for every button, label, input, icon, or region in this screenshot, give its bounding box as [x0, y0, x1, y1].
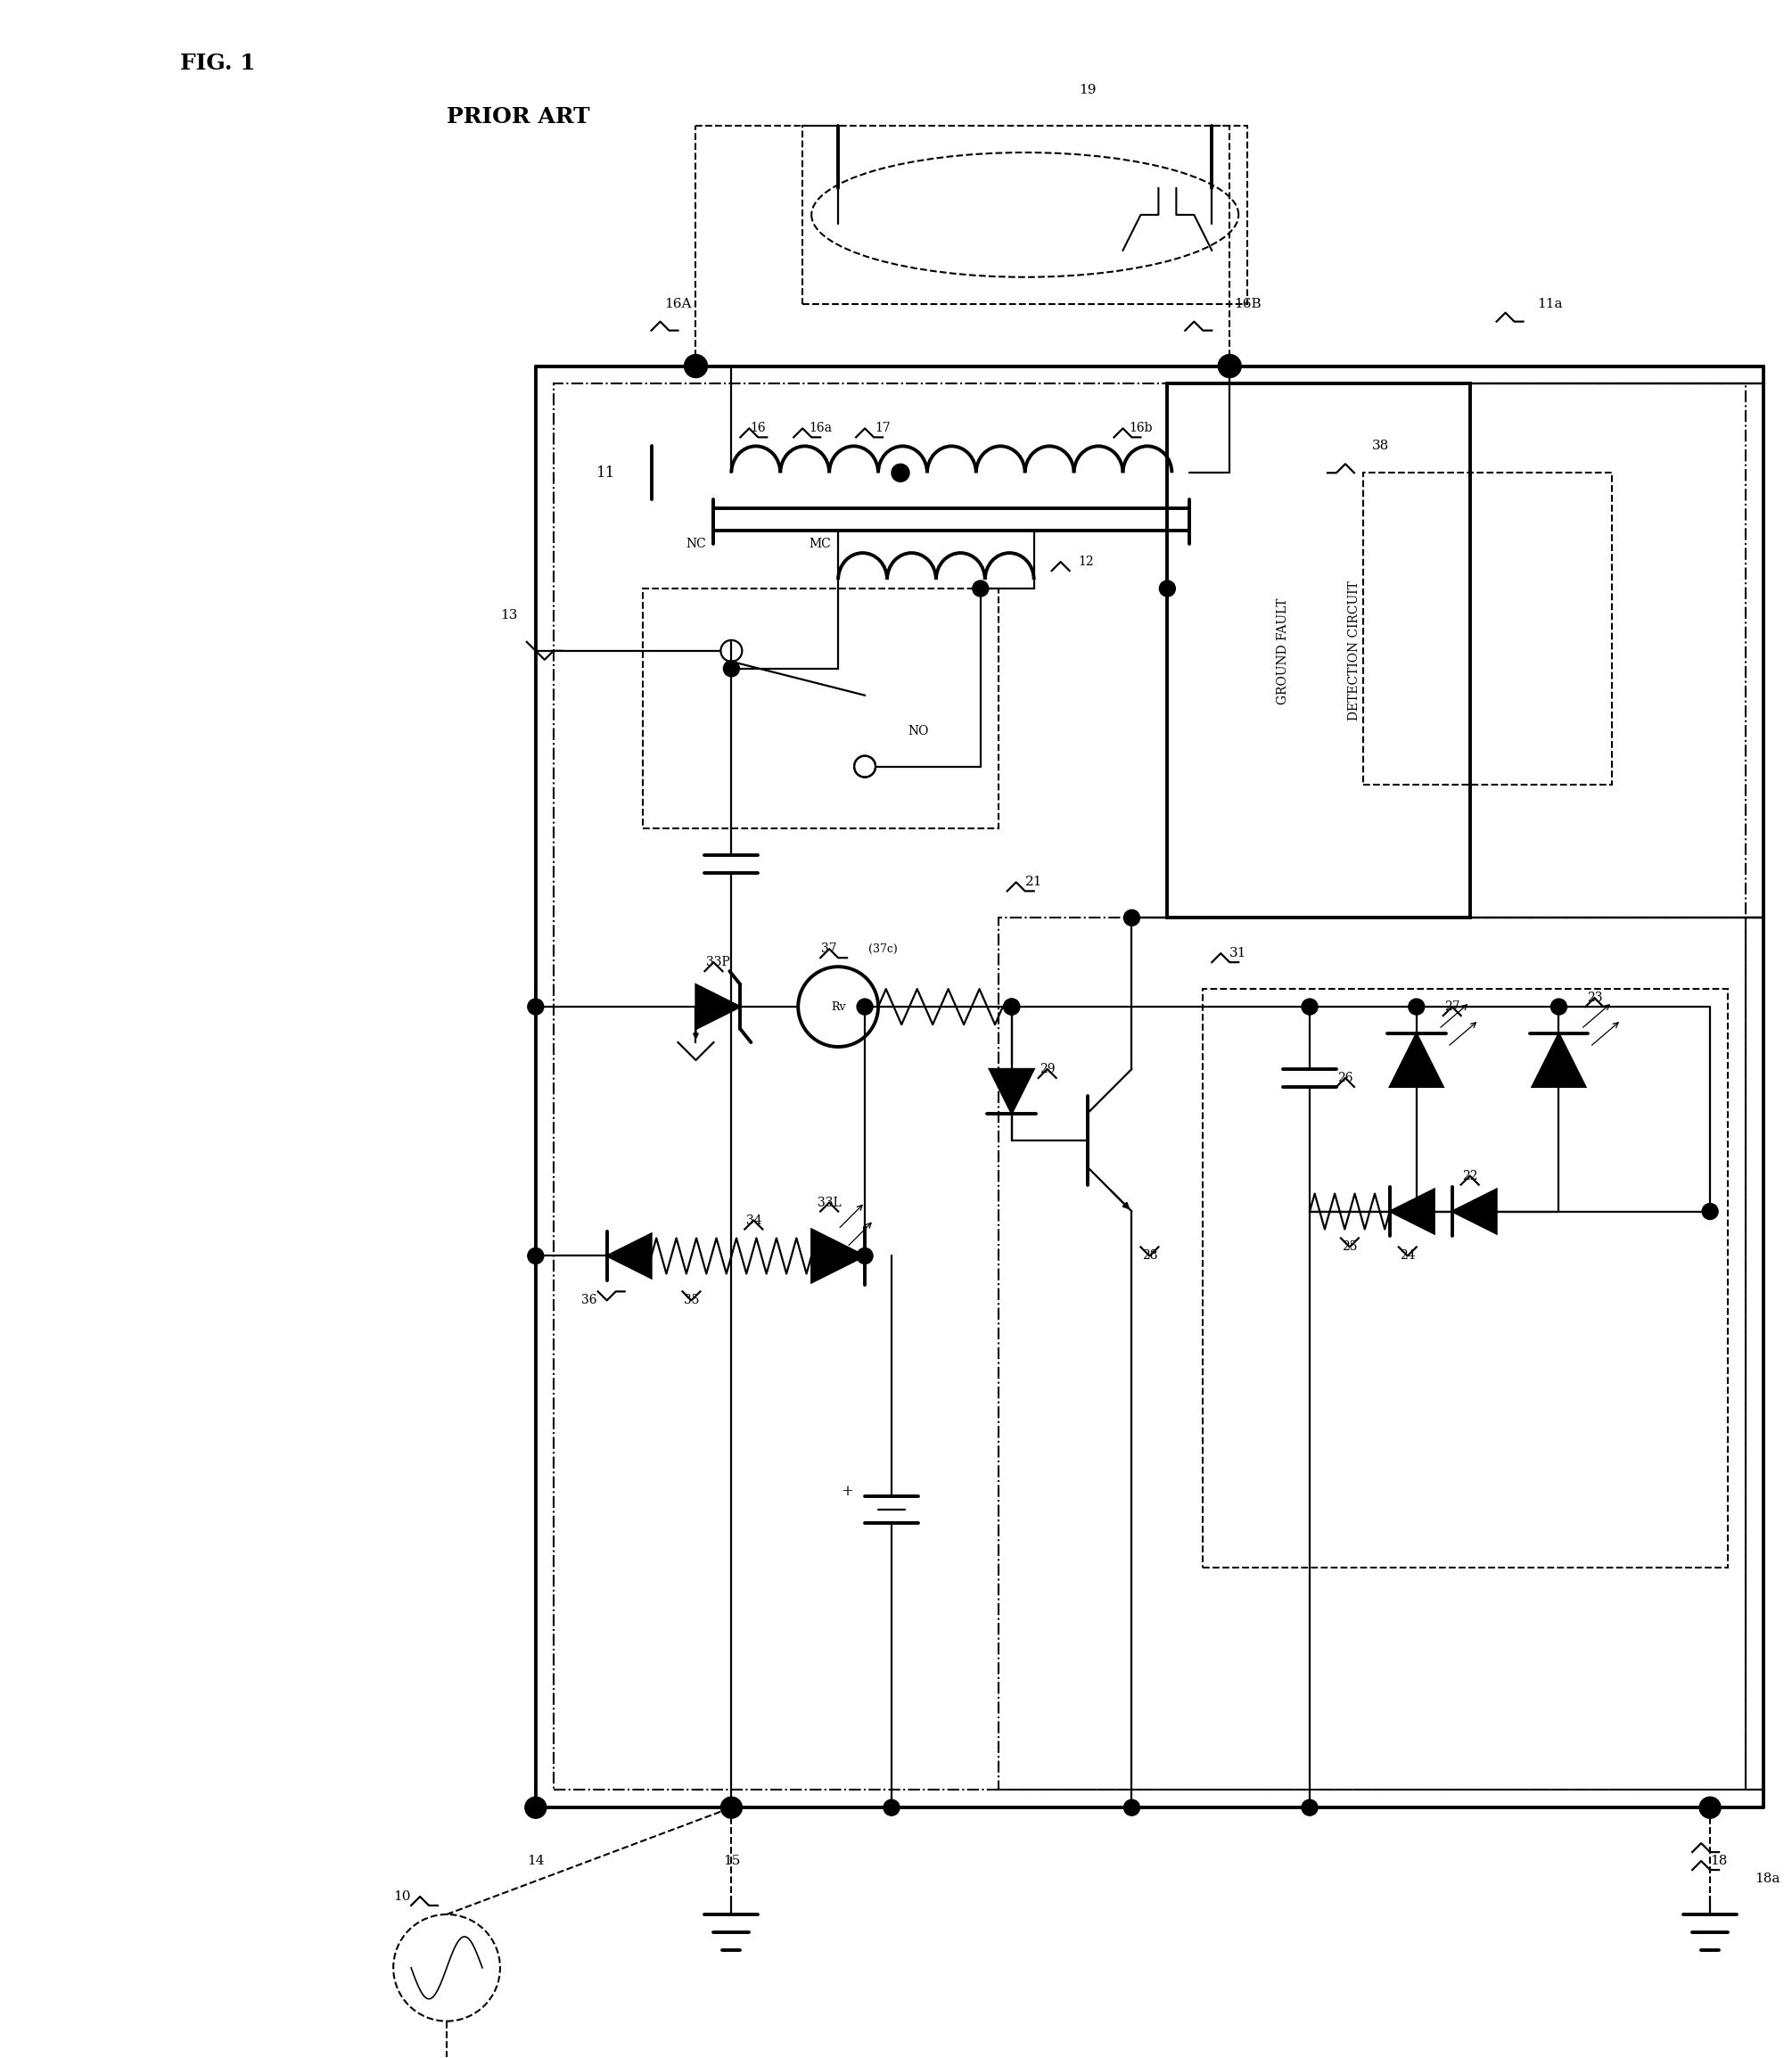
Text: 34: 34 — [745, 1214, 762, 1227]
Polygon shape — [1391, 1190, 1434, 1233]
Text: 25: 25 — [1342, 1241, 1358, 1253]
Text: 16: 16 — [751, 422, 765, 434]
Circle shape — [1004, 998, 1020, 1015]
Circle shape — [883, 1799, 900, 1815]
Circle shape — [1004, 998, 1020, 1015]
Circle shape — [973, 580, 989, 597]
Text: 37: 37 — [821, 943, 837, 955]
Polygon shape — [607, 1233, 650, 1278]
Circle shape — [1702, 1204, 1719, 1220]
Bar — [1202, 990, 1727, 1568]
Text: 24: 24 — [1400, 1249, 1416, 1262]
Text: 11a: 11a — [1538, 298, 1563, 311]
Polygon shape — [695, 984, 740, 1029]
Circle shape — [1159, 580, 1176, 597]
Polygon shape — [1452, 1190, 1496, 1233]
Circle shape — [525, 1797, 547, 1819]
Circle shape — [1301, 1799, 1317, 1815]
Circle shape — [857, 998, 873, 1015]
Text: 10: 10 — [394, 1891, 410, 1904]
Circle shape — [527, 1247, 543, 1264]
Circle shape — [1124, 1799, 1140, 1815]
Circle shape — [1301, 998, 1317, 1015]
Bar — [1167, 385, 1469, 918]
Circle shape — [724, 661, 740, 677]
Text: 23: 23 — [1586, 992, 1602, 1004]
Circle shape — [1409, 998, 1425, 1015]
Text: (37c): (37c) — [867, 943, 898, 955]
Text: PRIOR ART: PRIOR ART — [446, 107, 590, 128]
Text: +: + — [840, 1484, 853, 1500]
Text: NO: NO — [909, 724, 928, 737]
Circle shape — [1550, 998, 1566, 1015]
Text: 33L: 33L — [817, 1196, 840, 1208]
Text: MC: MC — [810, 537, 831, 549]
Circle shape — [720, 1797, 742, 1819]
Text: 16a: 16a — [808, 422, 831, 434]
Circle shape — [685, 354, 708, 377]
Bar — [1364, 473, 1613, 784]
Text: 19: 19 — [1079, 84, 1097, 97]
Circle shape — [1699, 1797, 1720, 1819]
Text: 15: 15 — [722, 1854, 740, 1867]
Text: 38: 38 — [1373, 440, 1389, 453]
Text: 16A: 16A — [665, 298, 692, 311]
Text: 31: 31 — [1229, 947, 1247, 959]
Text: 21: 21 — [1025, 877, 1043, 889]
Bar — [554, 385, 1745, 1790]
Text: 27: 27 — [1444, 1000, 1460, 1013]
Text: 18a: 18a — [1754, 1873, 1779, 1885]
Polygon shape — [1391, 1033, 1443, 1087]
Text: 33P: 33P — [706, 957, 729, 969]
Text: 26: 26 — [1337, 1072, 1353, 1085]
Text: 13: 13 — [500, 609, 518, 622]
Polygon shape — [989, 1068, 1034, 1113]
Text: 28: 28 — [1142, 1249, 1158, 1262]
Polygon shape — [1532, 1033, 1586, 1087]
Circle shape — [724, 1799, 740, 1815]
Text: 22: 22 — [1462, 1169, 1478, 1181]
Text: 29: 29 — [1039, 1062, 1055, 1074]
Text: 17: 17 — [874, 422, 891, 434]
Text: 11: 11 — [597, 465, 616, 480]
Circle shape — [1219, 354, 1242, 377]
Text: 35: 35 — [683, 1294, 699, 1307]
Text: 16b: 16b — [1129, 422, 1152, 434]
Text: 18: 18 — [1710, 1854, 1727, 1867]
Circle shape — [1124, 910, 1140, 926]
Bar — [803, 126, 1247, 305]
Text: 14: 14 — [527, 1854, 545, 1867]
Circle shape — [857, 1247, 873, 1264]
Circle shape — [892, 463, 909, 482]
Bar — [998, 918, 1745, 1790]
Circle shape — [527, 998, 543, 1015]
Text: 12: 12 — [1079, 556, 1095, 568]
Polygon shape — [812, 1229, 866, 1282]
Text: DETECTION CIRCUIT: DETECTION CIRCUIT — [1348, 580, 1360, 720]
Text: FIG. 1: FIG. 1 — [179, 54, 254, 74]
Text: GROUND FAULT: GROUND FAULT — [1276, 597, 1288, 704]
Text: NC: NC — [686, 537, 706, 549]
Bar — [643, 589, 998, 829]
Text: Rv: Rv — [831, 1000, 846, 1013]
Text: 16B: 16B — [1233, 298, 1262, 311]
Text: 36: 36 — [581, 1294, 597, 1307]
